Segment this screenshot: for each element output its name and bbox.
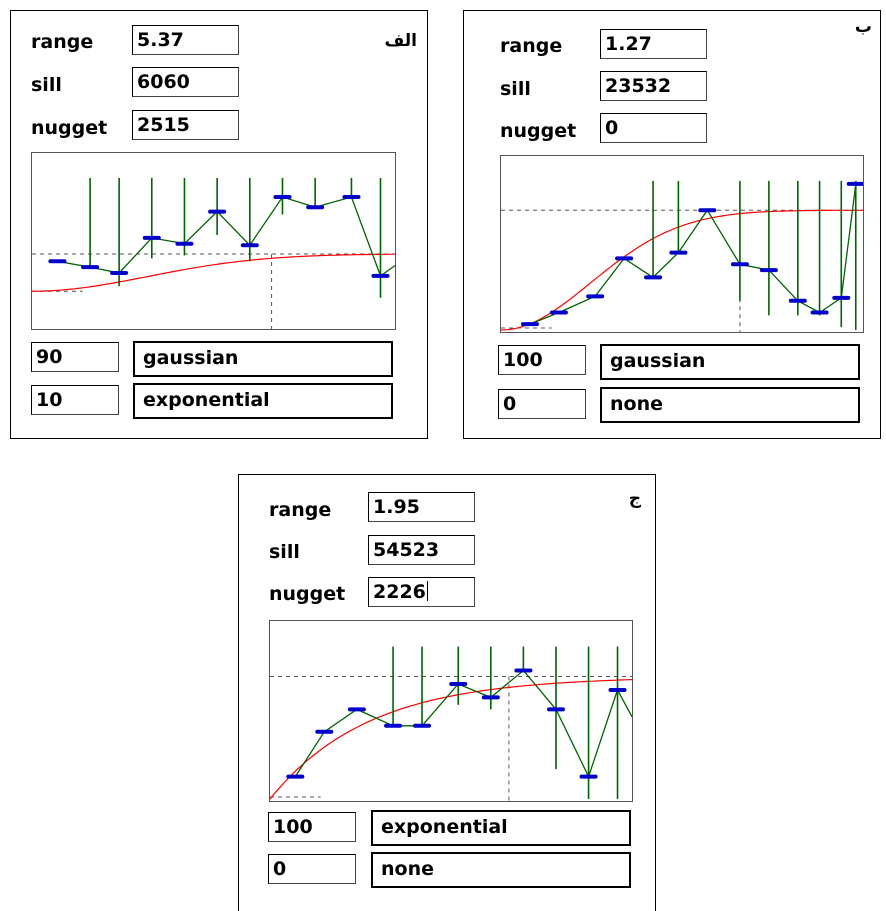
- model-1-type-select[interactable]: exponential: [371, 810, 631, 846]
- semivariance-marker-5: [669, 250, 688, 255]
- model-2-weight-input[interactable]: 10: [31, 385, 119, 415]
- variogram-plot: [31, 152, 396, 330]
- semivariance-marker-5: [449, 681, 468, 686]
- variogram-svg: [32, 177, 395, 329]
- sill-input[interactable]: 54523: [368, 535, 475, 565]
- panel-tag: الف: [384, 31, 417, 51]
- model-curve: [501, 209, 863, 331]
- model-curve: [32, 253, 395, 292]
- nugget-input[interactable]: 0: [600, 113, 707, 143]
- nugget-value: 2226: [373, 581, 426, 603]
- sill-input[interactable]: 6060: [132, 67, 239, 97]
- semivariance-marker-3: [142, 235, 161, 240]
- semivariance-marker-8: [759, 268, 778, 273]
- semivariance-marker-2: [347, 707, 366, 712]
- panel-tag: ب: [854, 17, 872, 37]
- semivariance-marker-11: [832, 295, 851, 300]
- model-2-weight-input[interactable]: 0: [498, 389, 586, 419]
- semivariance-marker-9: [579, 774, 598, 779]
- range-input[interactable]: 1.27: [600, 29, 707, 59]
- variogram-plot: [500, 155, 864, 333]
- semivariance-marker-8: [546, 707, 565, 712]
- variogram-svg: [501, 180, 863, 332]
- model-1-type-select[interactable]: gaussian: [600, 344, 860, 380]
- semivariance-marker-6: [240, 243, 259, 248]
- semivariance-marker-0: [520, 322, 539, 327]
- semivariance-marker-9: [342, 194, 361, 199]
- semivariance-marker-3: [384, 723, 403, 728]
- model-curve: [270, 679, 632, 800]
- semivariance-marker-10: [371, 273, 390, 278]
- variogram-panel-c: range 1.95 ج sill 54523 nugget 2226 100 …: [238, 474, 656, 911]
- model-2-type-select[interactable]: none: [600, 387, 860, 423]
- semivariance-marker-8: [306, 205, 325, 210]
- variogram-svg: [270, 646, 632, 801]
- semivariance-marker-4: [413, 723, 432, 728]
- semivariance-marker-6: [698, 208, 717, 213]
- sill-input[interactable]: 23532: [600, 71, 707, 101]
- semivariance-marker-0: [48, 259, 67, 264]
- range-input[interactable]: 1.95: [368, 492, 475, 522]
- semivariance-marker-4: [644, 275, 663, 280]
- semivariance-marker-0: [286, 774, 305, 779]
- experimental-variogram-line: [294, 669, 632, 779]
- model-2-type-select[interactable]: none: [371, 852, 631, 888]
- nugget-input[interactable]: 2515: [132, 110, 239, 140]
- model-2-type-select[interactable]: exponential: [133, 383, 393, 419]
- nugget-label: nugget: [269, 583, 346, 605]
- semivariance-marker-1: [315, 729, 334, 734]
- experimental-variogram-line: [57, 196, 395, 277]
- experimental-variogram-line: [529, 183, 857, 325]
- semivariance-marker-4: [175, 241, 194, 246]
- model-1-weight-input[interactable]: 100: [268, 812, 356, 842]
- model-1-weight-input[interactable]: 90: [31, 342, 119, 372]
- semivariance-marker-1: [549, 310, 568, 315]
- sill-label: sill: [500, 78, 531, 100]
- semivariance-marker-3: [615, 256, 634, 261]
- semivariance-marker-10: [810, 310, 829, 315]
- model-2-weight-input[interactable]: 0: [268, 854, 356, 884]
- semivariance-marker-2: [586, 294, 605, 299]
- semivariance-marker-12: [846, 181, 863, 186]
- variogram-plot: [269, 620, 633, 802]
- semivariance-marker-5: [208, 209, 227, 214]
- semivariance-marker-7: [730, 262, 749, 267]
- range-label: range: [500, 35, 563, 57]
- semivariance-marker-6: [481, 695, 500, 700]
- semivariance-marker-9: [788, 298, 807, 303]
- sill-label: sill: [269, 541, 300, 563]
- nugget-label: nugget: [500, 120, 577, 142]
- variogram-panel-a: range 5.37 الف sill 6060 nugget 2515 90 …: [10, 10, 428, 439]
- semivariance-marker-10: [608, 687, 627, 692]
- sill-label: sill: [31, 74, 62, 96]
- variogram-panel-b: range 1.27 ب sill 23532 nugget 0 100 gau…: [463, 10, 881, 439]
- semivariance-marker-1: [81, 265, 100, 270]
- panel-tag: ج: [628, 489, 641, 509]
- range-label: range: [31, 31, 94, 53]
- range-input[interactable]: 5.37: [132, 25, 239, 55]
- model-1-type-select[interactable]: gaussian: [133, 341, 393, 377]
- model-1-weight-input[interactable]: 100: [498, 345, 586, 375]
- nugget-label: nugget: [31, 117, 108, 139]
- semivariance-marker-7: [514, 668, 533, 673]
- nugget-input[interactable]: 2226: [368, 577, 475, 607]
- semivariance-marker-2: [110, 270, 129, 275]
- text-caret: [426, 581, 428, 601]
- semivariance-marker-7: [273, 194, 292, 199]
- range-label: range: [269, 499, 332, 521]
